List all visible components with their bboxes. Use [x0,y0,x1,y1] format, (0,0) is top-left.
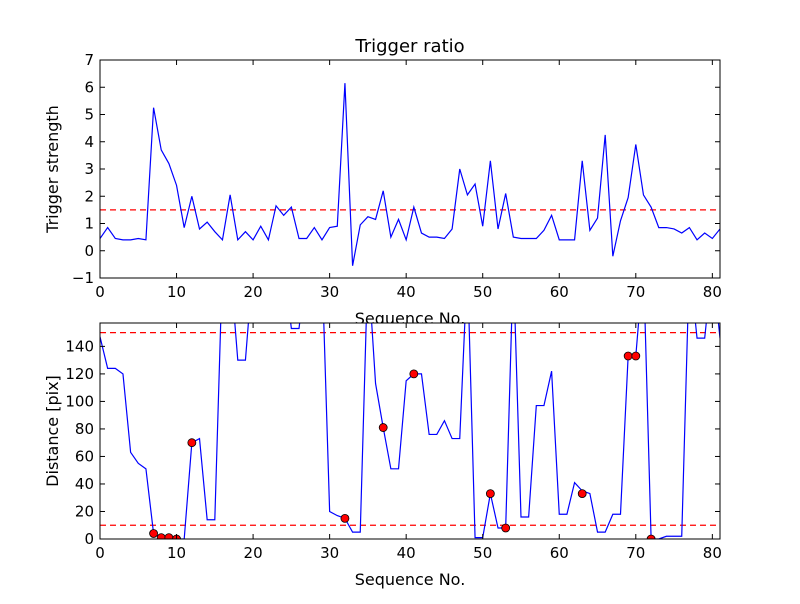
x-tick-label: 40 [397,283,416,301]
x-tick-label: 0 [95,283,105,301]
data-marker [577,489,587,498]
x-axis-label: Sequence No. [355,570,466,589]
data-marker [340,513,350,523]
y-tick-label: 5 [84,106,94,124]
y-axis-label: Distance [pix] [43,375,62,487]
data-marker [409,369,419,379]
data-marker [631,351,641,361]
y-tick-label: 6 [84,78,94,96]
series-line [100,323,720,539]
plot-area [100,60,720,278]
plot-content [100,83,720,266]
x-tick-label: 60 [550,283,569,301]
bottom-subplot-distance: 0 10 20 30 40 50 60 70 80 0 20 40 60 80 100 120 140 Seque… [43,322,722,589]
y-tick-label: 20 [75,502,94,520]
y-tick-label: 40 [75,475,94,493]
y-axis-label: Trigger strength [43,105,62,234]
chart-title: Trigger ratio [354,36,464,57]
y-tick-label: 7 [84,51,94,69]
y-tick-label: 140 [65,337,94,355]
x-tick-label: 40 [397,544,416,562]
x-tick-label: 50 [473,544,492,562]
x-tick-label: 60 [550,544,569,562]
y-tick-label: 1 [84,215,94,233]
y-tick-label: 4 [84,133,94,151]
plot-area [100,323,720,539]
x-tick-label: 70 [626,283,645,301]
series-line [100,83,720,266]
x-tick-label: 80 [703,544,722,562]
y-tick-label: −1 [72,269,94,287]
x-tick-label: 50 [473,283,492,301]
x-tick-label: 80 [703,283,722,301]
y-tick-label: 80 [75,420,94,438]
y-tick-label: 60 [75,447,94,465]
y-tick-label: 100 [65,392,94,410]
data-marker [623,351,633,361]
data-marker [501,523,511,533]
x-tick-label: 30 [320,544,339,562]
x-tick-label: 20 [244,283,263,301]
y-tick-label: 0 [84,242,94,260]
y-tick-label: 0 [84,530,94,548]
x-tick-label: 0 [95,544,105,562]
y-tick-label: 120 [65,365,94,383]
x-tick-label: 10 [167,283,186,301]
x-tick-label: 30 [320,283,339,301]
axes-frame [99,322,721,540]
y-tick-label: 2 [84,187,94,205]
data-marker [646,534,656,539]
x-tick-label: 70 [626,544,645,562]
x-tick-label: 20 [244,544,263,562]
x-tick-label: 10 [167,544,186,562]
data-marker [149,529,158,538]
data-marker [378,423,388,432]
data-marker [485,489,495,498]
y-tick-label: 3 [84,160,94,178]
data-marker [187,438,197,448]
